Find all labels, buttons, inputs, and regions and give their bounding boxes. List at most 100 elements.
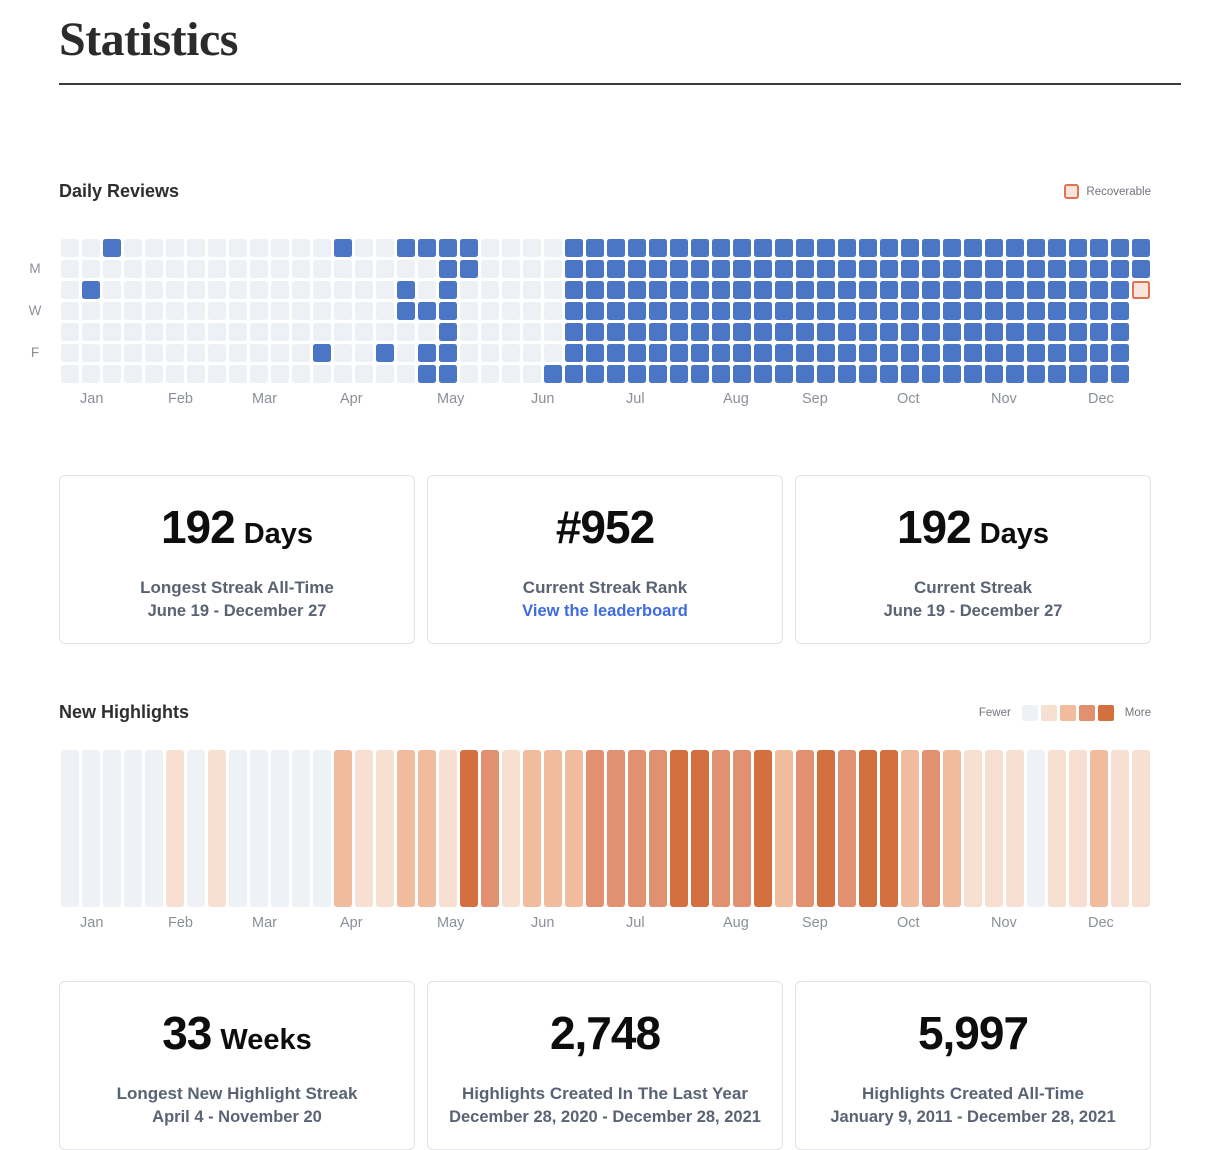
highlight-week-bar[interactable] — [649, 750, 667, 908]
review-cell[interactable] — [355, 302, 373, 321]
review-cell[interactable] — [523, 260, 541, 279]
review-cell[interactable] — [418, 281, 436, 300]
review-cell[interactable] — [271, 323, 289, 342]
review-cell[interactable] — [523, 365, 541, 384]
review-cell[interactable] — [355, 239, 373, 258]
review-cell[interactable] — [754, 344, 772, 363]
review-cell[interactable] — [838, 323, 856, 342]
review-cell[interactable] — [880, 323, 898, 342]
review-cell[interactable] — [1069, 365, 1087, 384]
review-cell[interactable] — [859, 281, 877, 300]
review-cell[interactable] — [418, 323, 436, 342]
review-cell[interactable] — [82, 344, 100, 363]
review-cell[interactable] — [1111, 239, 1129, 258]
review-cell[interactable] — [481, 239, 499, 258]
review-cell[interactable] — [208, 239, 226, 258]
review-cell[interactable] — [1006, 281, 1024, 300]
review-cell[interactable] — [145, 344, 163, 363]
highlight-week-bar[interactable] — [1048, 750, 1066, 908]
review-cell[interactable] — [103, 281, 121, 300]
review-cell[interactable] — [523, 239, 541, 258]
review-cell[interactable] — [103, 323, 121, 342]
review-cell[interactable] — [859, 260, 877, 279]
review-cell[interactable] — [1090, 344, 1108, 363]
review-cell[interactable] — [61, 365, 79, 384]
review-cell[interactable] — [943, 323, 961, 342]
review-cell[interactable] — [796, 260, 814, 279]
highlight-week-bar[interactable] — [1132, 750, 1150, 908]
review-cell[interactable] — [334, 239, 352, 258]
review-cell[interactable] — [964, 239, 982, 258]
review-cell[interactable] — [502, 344, 520, 363]
review-cell[interactable] — [1090, 260, 1108, 279]
review-cell[interactable] — [922, 239, 940, 258]
highlight-week-bar[interactable] — [712, 750, 730, 908]
review-cell[interactable] — [439, 302, 457, 321]
review-cell[interactable] — [103, 365, 121, 384]
review-cell[interactable] — [880, 281, 898, 300]
highlight-week-bar[interactable] — [691, 750, 709, 908]
review-cell[interactable] — [1069, 281, 1087, 300]
review-cell[interactable] — [103, 260, 121, 279]
review-cell[interactable] — [397, 281, 415, 300]
review-cell[interactable] — [796, 344, 814, 363]
review-cell[interactable] — [544, 323, 562, 342]
review-cell[interactable] — [481, 323, 499, 342]
review-cell[interactable] — [418, 260, 436, 279]
review-cell[interactable] — [418, 239, 436, 258]
review-cell[interactable] — [166, 323, 184, 342]
review-cell[interactable] — [565, 281, 583, 300]
review-cell[interactable] — [1006, 344, 1024, 363]
review-cell[interactable] — [250, 344, 268, 363]
review-cell[interactable] — [61, 302, 79, 321]
review-cell[interactable] — [397, 344, 415, 363]
highlight-week-bar[interactable] — [901, 750, 919, 908]
review-cell[interactable] — [544, 239, 562, 258]
review-cell[interactable] — [1027, 344, 1045, 363]
review-cell[interactable] — [187, 344, 205, 363]
review-cell[interactable] — [166, 239, 184, 258]
review-cell[interactable] — [1027, 365, 1045, 384]
highlight-week-bar[interactable] — [985, 750, 1003, 908]
review-cell[interactable] — [607, 323, 625, 342]
review-cell[interactable] — [166, 260, 184, 279]
review-cell[interactable] — [145, 281, 163, 300]
review-cell[interactable] — [1111, 365, 1129, 384]
review-cell[interactable] — [61, 344, 79, 363]
review-cell[interactable] — [229, 302, 247, 321]
review-cell[interactable] — [271, 260, 289, 279]
review-cell[interactable] — [229, 344, 247, 363]
review-cell[interactable] — [460, 302, 478, 321]
review-cell[interactable] — [292, 344, 310, 363]
review-cell[interactable] — [670, 323, 688, 342]
review-cell[interactable] — [229, 239, 247, 258]
recoverable-cell[interactable] — [1132, 281, 1150, 300]
review-cell[interactable] — [187, 323, 205, 342]
review-cell[interactable] — [418, 344, 436, 363]
review-cell[interactable] — [628, 365, 646, 384]
review-cell[interactable] — [187, 260, 205, 279]
review-cell[interactable] — [670, 302, 688, 321]
highlight-week-bar[interactable] — [733, 750, 751, 908]
review-cell[interactable] — [670, 365, 688, 384]
review-cell[interactable] — [103, 302, 121, 321]
review-cell[interactable] — [124, 239, 142, 258]
review-cell[interactable] — [334, 281, 352, 300]
highlight-week-bar[interactable] — [418, 750, 436, 908]
review-cell[interactable] — [922, 344, 940, 363]
review-cell[interactable] — [523, 302, 541, 321]
review-cell[interactable] — [565, 344, 583, 363]
review-cell[interactable] — [145, 239, 163, 258]
review-cell[interactable] — [1006, 302, 1024, 321]
review-cell[interactable] — [397, 239, 415, 258]
review-cell[interactable] — [775, 365, 793, 384]
review-cell[interactable] — [1027, 281, 1045, 300]
review-cell[interactable] — [61, 260, 79, 279]
review-cell[interactable] — [859, 365, 877, 384]
review-cell[interactable] — [796, 239, 814, 258]
review-cell[interactable] — [292, 239, 310, 258]
review-cell[interactable] — [376, 344, 394, 363]
review-cell[interactable] — [229, 365, 247, 384]
review-cell[interactable] — [1069, 344, 1087, 363]
review-cell[interactable] — [838, 260, 856, 279]
